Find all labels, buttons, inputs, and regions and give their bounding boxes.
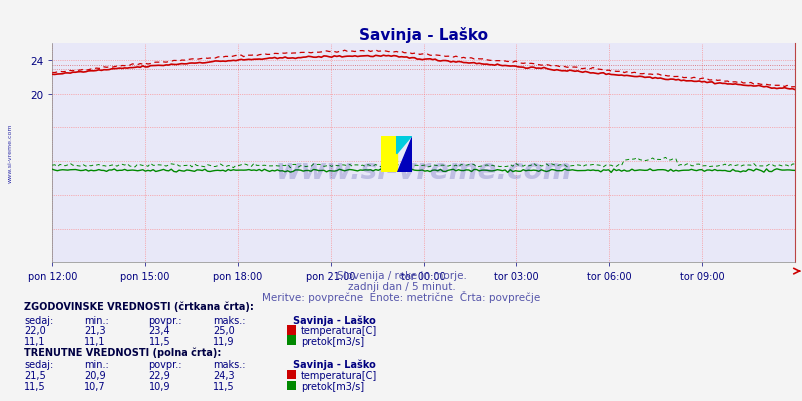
Text: 11,1: 11,1	[84, 336, 106, 346]
Text: 23,4: 23,4	[148, 326, 170, 336]
Title: Savinja - Laško: Savinja - Laško	[358, 27, 488, 43]
Polygon shape	[396, 136, 411, 172]
Text: povpr.:: povpr.:	[148, 315, 182, 325]
Text: 21,3: 21,3	[84, 326, 106, 336]
Text: min.:: min.:	[84, 315, 109, 325]
Text: 11,5: 11,5	[213, 381, 234, 391]
Text: 22,9: 22,9	[148, 370, 170, 380]
Text: 22,0: 22,0	[24, 326, 46, 336]
Text: 11,5: 11,5	[148, 336, 170, 346]
Text: Savinja - Laško: Savinja - Laško	[293, 314, 375, 325]
Text: 24,3: 24,3	[213, 370, 234, 380]
Text: 11,1: 11,1	[24, 336, 46, 346]
Text: 10,7: 10,7	[84, 381, 106, 391]
Text: maks.:: maks.:	[213, 315, 245, 325]
Text: ZGODOVINSKE VREDNOSTI (črtkana črta):: ZGODOVINSKE VREDNOSTI (črtkana črta):	[24, 301, 253, 312]
Text: Slovenija / reke in morje.: Slovenija / reke in morje.	[336, 271, 466, 281]
Text: 25,0: 25,0	[213, 326, 234, 336]
Text: 11,5: 11,5	[24, 381, 46, 391]
Text: pretok[m3/s]: pretok[m3/s]	[301, 336, 364, 346]
Text: temperatura[C]: temperatura[C]	[301, 370, 377, 380]
Polygon shape	[396, 136, 411, 154]
Text: Meritve: povprečne  Enote: metrične  Črta: povprečje: Meritve: povprečne Enote: metrične Črta:…	[262, 290, 540, 302]
Text: zadnji dan / 5 minut.: zadnji dan / 5 minut.	[347, 282, 455, 292]
Text: 11,9: 11,9	[213, 336, 234, 346]
Text: www.si-vreme.com: www.si-vreme.com	[8, 123, 13, 182]
Text: pretok[m3/s]: pretok[m3/s]	[301, 381, 364, 391]
Text: 10,9: 10,9	[148, 381, 170, 391]
Bar	[381, 136, 396, 172]
Text: 20,9: 20,9	[84, 370, 106, 380]
Text: povpr.:: povpr.:	[148, 359, 182, 369]
Text: sedaj:: sedaj:	[24, 359, 53, 369]
Text: www.si-vreme.com: www.si-vreme.com	[275, 157, 571, 185]
Text: TRENUTNE VREDNOSTI (polna črta):: TRENUTNE VREDNOSTI (polna črta):	[24, 346, 221, 357]
Text: sedaj:: sedaj:	[24, 315, 53, 325]
Text: Savinja - Laško: Savinja - Laško	[293, 358, 375, 369]
Text: temperatura[C]: temperatura[C]	[301, 326, 377, 336]
Text: 21,5: 21,5	[24, 370, 46, 380]
Text: maks.:: maks.:	[213, 359, 245, 369]
Text: min.:: min.:	[84, 359, 109, 369]
